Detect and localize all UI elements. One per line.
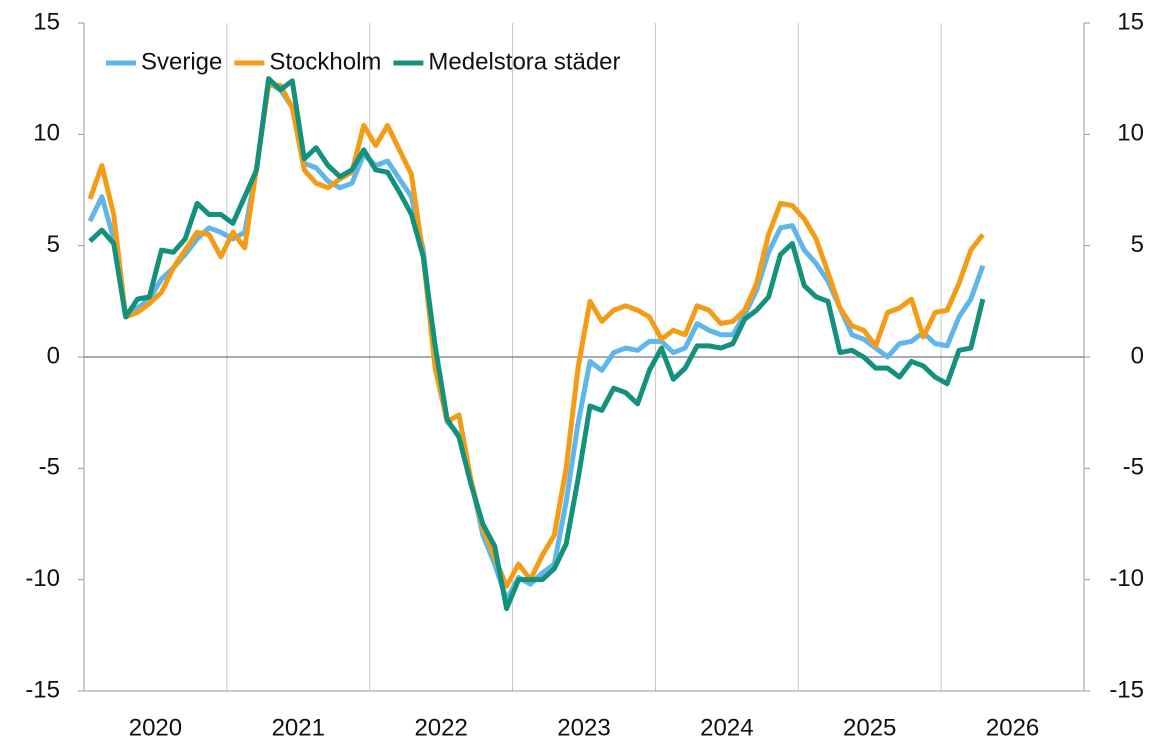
y-tick-label: -15 (25, 676, 60, 703)
y-tick-label: 15 (33, 8, 60, 35)
y2-tick-label: -5 (1123, 454, 1144, 481)
x-tick-label: 2023 (557, 714, 610, 741)
y-tick-label: -5 (39, 454, 60, 481)
x-tick-label: 2024 (700, 714, 753, 741)
y-tick-label: -10 (25, 565, 60, 592)
y2-tick-label: 5 (1131, 231, 1144, 258)
y-tick-label: 5 (47, 231, 60, 258)
x-tick-label: 2025 (843, 714, 896, 741)
y-tick-label: 10 (33, 120, 60, 147)
series-line (87, 82, 985, 589)
y2-tick-label: 15 (1117, 8, 1144, 35)
y2-tick-label: 0 (1131, 342, 1144, 369)
y2-tick-label: 10 (1117, 120, 1144, 147)
x-tick-label: 2020 (129, 714, 182, 741)
legend-label: Medelstora städer (428, 48, 620, 75)
x-tick-label: 2022 (414, 714, 467, 741)
x-tick-label: 2026 (986, 714, 1039, 741)
series-line (88, 76, 986, 612)
y2-tick-label: -10 (1109, 565, 1144, 592)
y-tick-label: 0 (47, 342, 60, 369)
y2-tick-label: -15 (1109, 676, 1144, 703)
series-line (87, 80, 986, 603)
legend-label: Stockholm (269, 48, 381, 75)
legend-label: Sverige (141, 48, 222, 75)
x-tick-label: 2021 (272, 714, 325, 741)
